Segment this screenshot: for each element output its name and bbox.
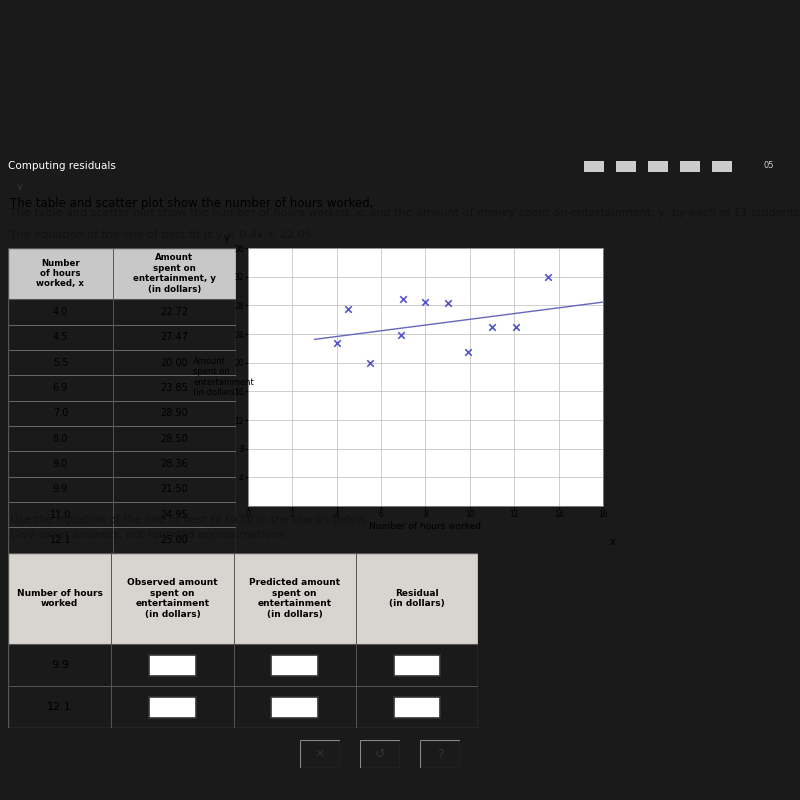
Text: 25.00: 25.00 — [161, 535, 188, 545]
Point — [342, 302, 354, 315]
Text: 21.50: 21.50 — [161, 484, 188, 494]
Point — [419, 295, 432, 308]
Text: 6.9: 6.9 — [53, 383, 68, 393]
Point — [330, 337, 343, 350]
Text: 28.36: 28.36 — [161, 459, 188, 469]
Bar — [394, 697, 440, 718]
Text: 9.9: 9.9 — [53, 484, 68, 494]
Bar — [8, 248, 236, 299]
Text: Number
of hours
worked, x: Number of hours worked, x — [37, 258, 85, 289]
Bar — [8, 553, 478, 644]
Text: Predicted amount
spent on
entertainment
(in dollars): Predicted amount spent on entertainment … — [249, 578, 340, 618]
Text: 13.5: 13.5 — [50, 560, 71, 570]
Text: 4.0: 4.0 — [53, 307, 68, 317]
Text: ×: × — [314, 747, 326, 761]
Text: 4.5: 4.5 — [53, 332, 68, 342]
Text: The table and scatter plot show the number of hours worked,: The table and scatter plot show the numb… — [10, 197, 378, 210]
Text: 22.72: 22.72 — [161, 307, 189, 317]
Bar — [394, 654, 440, 675]
Text: Residual
(in dollars): Residual (in dollars) — [389, 589, 445, 608]
Text: 5.5: 5.5 — [53, 358, 68, 367]
Bar — [712, 161, 732, 171]
Text: 24.95: 24.95 — [161, 510, 188, 520]
Text: 9.0: 9.0 — [53, 459, 68, 469]
Text: x: x — [610, 537, 616, 547]
Bar — [150, 654, 196, 675]
Bar — [616, 161, 636, 171]
Bar — [271, 654, 318, 675]
Text: 23.85: 23.85 — [161, 383, 188, 393]
Text: Amount
spent on
entertainment, y
(in dollars): Amount spent on entertainment, y (in dol… — [133, 254, 216, 294]
Point — [462, 346, 474, 358]
Text: Amount
spent on
entertainment
(in dollars): Amount spent on entertainment (in dollar… — [193, 357, 254, 397]
Bar — [648, 161, 668, 171]
Text: Give exact answers, not rounded approximations.: Give exact answers, not rounded approxim… — [10, 530, 287, 540]
Text: 28.90: 28.90 — [161, 408, 188, 418]
Point — [486, 321, 498, 334]
Text: The table and scatter plot show the number of hours worked, x, and the amount of: The table and scatter plot show the numb… — [10, 208, 800, 218]
Text: Use the equation of the line of best fit to fill in the blanks below.: Use the equation of the line of best fit… — [10, 515, 368, 525]
Point — [397, 293, 410, 306]
Text: ↺: ↺ — [374, 747, 386, 761]
Text: 28.50: 28.50 — [161, 434, 188, 443]
Text: 8.0: 8.0 — [53, 434, 68, 443]
Text: Number of hours
worked: Number of hours worked — [17, 589, 102, 608]
Text: Computing residuals: Computing residuals — [8, 161, 116, 171]
Text: ∨: ∨ — [16, 182, 24, 192]
Text: ?: ? — [437, 747, 443, 761]
Text: 27.47: 27.47 — [161, 332, 188, 342]
Point — [442, 296, 454, 309]
Text: 9.9: 9.9 — [50, 660, 69, 670]
Text: 12.1: 12.1 — [47, 702, 72, 712]
Point — [364, 356, 377, 369]
Text: 20.00: 20.00 — [161, 358, 188, 367]
Bar — [271, 697, 318, 718]
Text: 12.1: 12.1 — [50, 535, 71, 545]
Bar — [680, 161, 700, 171]
Point — [394, 329, 407, 342]
Text: 11.0: 11.0 — [50, 510, 71, 520]
Text: 05: 05 — [764, 162, 774, 170]
Point — [541, 270, 554, 283]
Point — [510, 321, 523, 334]
Text: 32.00: 32.00 — [161, 560, 188, 570]
X-axis label: Number of hours worked: Number of hours worked — [370, 522, 482, 531]
Text: 7.0: 7.0 — [53, 408, 68, 418]
Text: Observed amount
spent on
entertainment
(in dollars): Observed amount spent on entertainment (… — [127, 578, 218, 618]
Text: y: y — [224, 233, 230, 243]
Bar — [150, 697, 196, 718]
Bar — [584, 161, 604, 171]
Text: The equation of the line of best fit is y = 0.4x + 22.05.: The equation of the line of best fit is … — [10, 230, 315, 240]
